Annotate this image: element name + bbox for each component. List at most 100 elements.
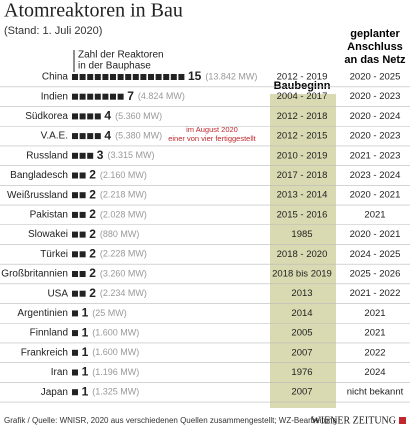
capacity: (4.824 MW) [138,91,185,101]
reactor-square [79,290,86,297]
subtitle: (Stand: 1. Juli 2020) [4,25,102,37]
start-year: 2004 - 2017 [277,91,328,102]
reactor-count: 4 [104,109,111,123]
source: Grafik / Quelle: WNISR, 2020 aus verschi… [4,416,337,425]
start-year: 2015 - 2016 [277,209,328,220]
reactor-square [125,74,132,80]
capacity: (2.228 MW) [100,249,147,259]
start-year: 1985 [291,229,312,240]
capacity: (2.160 MW) [100,170,147,180]
capacity: (3.315 MW) [107,150,154,160]
start-year: 2007 [291,387,312,398]
country: Großbritannien [1,269,68,280]
reactor-count: 7 [127,89,134,103]
capacity: (13.842 MW) [205,71,257,81]
reactor-square [79,113,86,120]
reactor-square [94,74,101,80]
grid-year: 2020 - 2024 [350,111,401,122]
reactor-square [155,74,162,80]
grid-year: nicht bekannt [347,387,404,398]
country: Bangladesch [10,170,68,181]
country: USA [47,288,68,299]
grid-year: 2020 - 2025 [350,72,401,83]
reactor-square [72,74,78,80]
start-year: 2018 bis 2019 [272,269,332,280]
reactor-square [79,152,86,159]
reactor-count: 2 [89,246,96,260]
reactor-square [94,133,101,140]
capacity: (1.325 MW) [92,387,139,397]
start-year: 2013 - 2014 [277,190,328,201]
country: Pakistan [30,210,68,221]
grid-year: 2022 [364,347,385,358]
start-year: 1976 [291,367,312,378]
reactor-square [79,74,86,80]
reactor-square [72,192,78,199]
country: Slowakei [28,229,68,240]
capacity: (1.600 MW) [92,347,139,357]
reactor-square [72,152,78,159]
reactor-count: 2 [89,207,96,221]
start-year: 2014 [291,308,312,319]
reactor-square [117,74,124,80]
reactor-count: 1 [82,345,89,359]
reactor-count: 1 [82,306,89,320]
country: Südkorea [25,111,68,122]
capacity: (5.380 MW) [115,130,162,140]
capacity: (880 MW) [100,229,140,239]
grid-year: 2021 - 2023 [350,150,401,161]
reactor-count: 1 [82,384,89,398]
note: einer von vier fertiggestellt [168,134,256,143]
reactor-square [110,74,116,80]
grid-year: 2024 [364,367,385,378]
grid-year: 2023 - 2024 [350,170,401,181]
reactor-square [87,93,94,100]
reactor-square [72,290,78,297]
capacity: (5.360 MW) [115,111,162,121]
title: Atomreaktoren in Bau [4,0,183,22]
grid-year: 2020 - 2023 [350,131,401,142]
reactor-square [79,271,86,277]
capacity: (2.028 MW) [100,209,147,219]
country: Frankreich [21,347,68,358]
reactor-count: 2 [89,168,96,182]
grid-year: 2020 - 2021 [350,190,401,201]
capacity: (2.234 MW) [100,288,147,298]
grid-year: 2025 - 2026 [350,269,401,280]
reactor-square [72,231,78,238]
reactor-square [72,349,78,356]
reactor-square [72,172,78,179]
reactor-square [72,389,78,396]
grid-header: geplanter [350,28,400,40]
reactor-square [79,93,86,100]
reactor-count: 2 [89,266,96,280]
grid-year: 2020 - 2023 [350,91,401,102]
grid-year: 2021 - 2022 [350,288,401,299]
country: Weißrussland [7,190,68,201]
country: China [42,72,69,83]
start-year: 2017 - 2018 [277,170,328,181]
country: Iran [51,367,68,378]
brand: WIENER ZEITUNG [311,415,396,426]
reactor-square [87,152,94,159]
reactor-square [79,211,86,218]
start-year: 2010 - 2019 [277,150,328,161]
start-year: 2012 - 2015 [277,131,328,142]
reactor-square [132,74,139,80]
reactor-square [79,231,86,238]
reactor-count: 2 [89,187,96,201]
reactor-count: 4 [104,128,111,142]
reactor-square [72,310,78,317]
reactor-square [87,113,94,120]
start-year: 2007 [291,347,312,358]
reactor-count: 2 [89,227,96,241]
grid-year: 2021 [364,209,385,220]
start-year: 2018 - 2020 [277,249,328,260]
reactor-square [72,251,78,258]
reactor-count: 3 [97,148,104,162]
note: im August 2020 [186,125,238,134]
grid-year: 2024 - 2025 [350,249,401,260]
reactor-square [72,93,78,100]
capacity: (1.600 MW) [92,327,139,337]
